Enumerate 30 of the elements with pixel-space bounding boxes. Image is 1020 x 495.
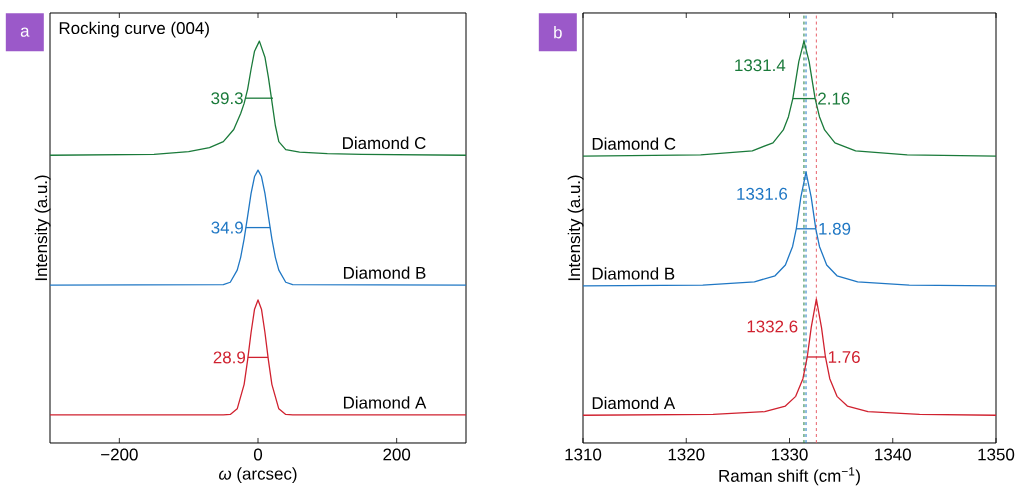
text: Rocking curve (004) bbox=[59, 21, 209, 38]
x-axis-title: Raman shift (cm$^{−1}$) bbox=[719, 467, 860, 486]
x-tick-label: 1330 bbox=[771, 448, 808, 461]
annotation: 1.76 bbox=[828, 350, 860, 363]
series-label: Diamond C bbox=[343, 136, 426, 150]
annotation: 1331.6 bbox=[737, 187, 788, 200]
annotation: 1332.6 bbox=[747, 320, 798, 333]
series-label: Diamond A bbox=[343, 396, 427, 409]
series-label: Diamond A bbox=[592, 396, 676, 410]
series-label: Diamond C bbox=[592, 137, 676, 150]
series-label: Diamond B bbox=[343, 266, 426, 279]
x-tick-label: 200 bbox=[383, 448, 411, 461]
annotation: 28.9 bbox=[213, 351, 245, 364]
x-tick-label: 1320 bbox=[668, 448, 705, 461]
x-tick-label: 0 bbox=[253, 448, 263, 461]
y-axis-title: Intensity (a.u.) bbox=[34, 175, 51, 281]
chart-title: b bbox=[554, 25, 562, 39]
annotation: 39.3 bbox=[211, 92, 243, 105]
x-axis-title: ω (arcsec) bbox=[219, 467, 297, 484]
x-tick-label: −200 bbox=[101, 448, 138, 461]
annotation: 34.9 bbox=[211, 221, 243, 234]
y-axis-title: Intensity (a.u.) bbox=[567, 175, 584, 281]
annotation: 1.89 bbox=[819, 222, 851, 235]
x-tick-label: 1340 bbox=[875, 448, 911, 461]
series-label: Diamond B bbox=[592, 267, 675, 280]
annotation: 2.16 bbox=[818, 92, 850, 105]
annotation: 1331.4 bbox=[735, 59, 786, 72]
chart-title: a bbox=[20, 27, 30, 37]
x-tick-label: 1310 bbox=[565, 448, 602, 461]
x-tick-label: 1350 bbox=[978, 448, 1015, 461]
